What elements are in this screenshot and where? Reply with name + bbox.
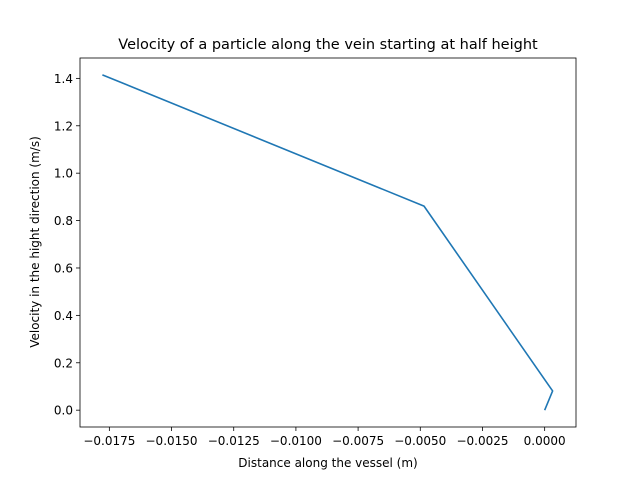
y-tick-label: 1.4 (54, 72, 73, 86)
y-tick-label: 0.4 (54, 309, 73, 323)
y-tick-label: 1.2 (54, 119, 73, 133)
x-tick-label: −0.0075 (332, 434, 384, 448)
axes-frame (79, 57, 577, 428)
x-tick-label: −0.0100 (270, 434, 322, 448)
y-tick-label: 0.6 (54, 261, 73, 275)
y-tick-label: 0.2 (54, 356, 73, 370)
x-tick-label: −0.0025 (456, 434, 508, 448)
x-tick-label: 0.0000 (524, 434, 566, 448)
x-axis-label: Distance along the vessel (m) (238, 456, 417, 470)
x-tick-label: −0.0050 (394, 434, 446, 448)
plot-area: −0.0175 −0.0150 −0.0125 −0.0100 −0.0075 −0.00… (54, 57, 577, 448)
y-tick-label: 0.8 (54, 214, 73, 228)
series-line-0 (102, 74, 554, 411)
x-tick-label: −0.0125 (208, 434, 260, 448)
x-tick-label: −0.0175 (83, 434, 135, 448)
x-tick-label: −0.0150 (146, 434, 198, 448)
y-tick-label: 0.0 (54, 404, 73, 418)
y-axis-label: Velocity in the hight direction (m/s) (28, 136, 42, 348)
chart-title: Velocity of a particle along the vein st… (118, 37, 538, 53)
y-tick-label: 1.0 (54, 167, 73, 181)
